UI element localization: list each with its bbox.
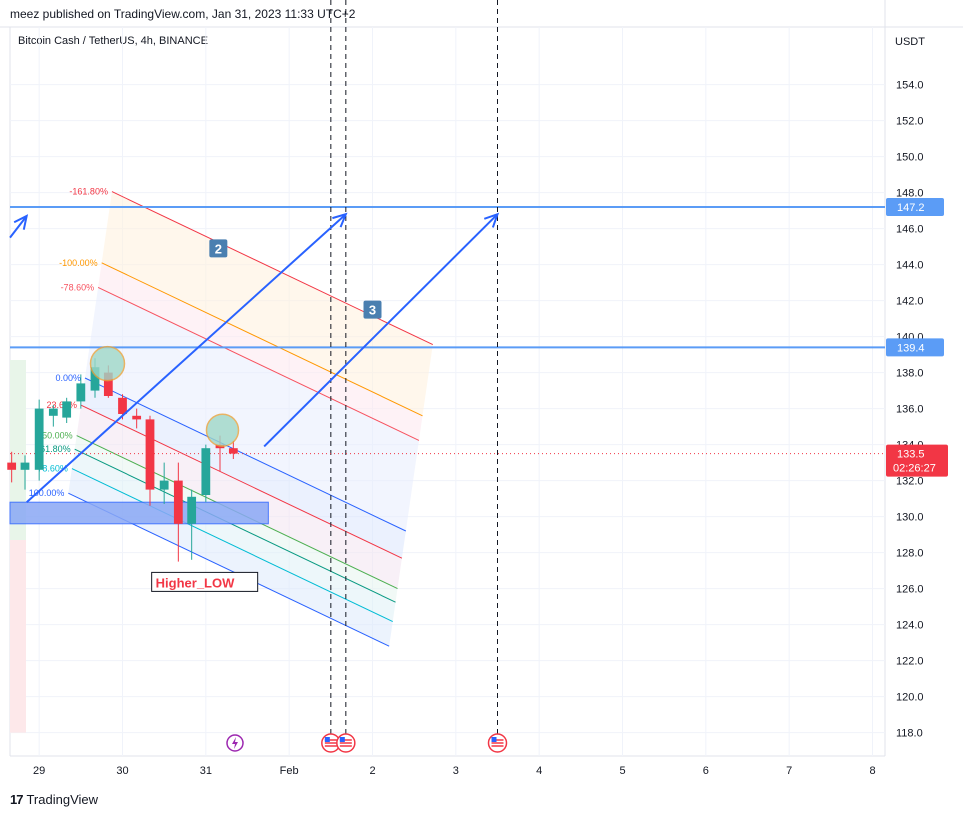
- fib-level-label: 50.00%: [42, 431, 73, 441]
- fib-level-label: -100.00%: [59, 258, 98, 268]
- y-tick-label: 118.0: [896, 728, 923, 740]
- candle-body: [34, 408, 44, 470]
- x-tick-label: 6: [703, 765, 709, 777]
- y-tick-label: 150.0: [896, 152, 924, 164]
- tradingview-mark-icon: 17: [10, 792, 24, 807]
- y-tick-label: 120.0: [896, 692, 924, 704]
- higher-low-label: Higher_LOW: [156, 575, 235, 590]
- candle-body: [132, 415, 142, 420]
- y-tick-label: 154.0: [896, 80, 924, 92]
- candle-countdown-label: 02:26:27: [893, 463, 936, 475]
- candle-body: [76, 383, 86, 402]
- fib-band-61-78: [71, 449, 396, 622]
- fib-band-ext-100: [98, 262, 423, 441]
- symbol-title: Bitcoin Cash / TetherUS, 4h, BINANCE: [18, 35, 208, 47]
- y-tick-label: 142.0: [896, 296, 924, 308]
- top-highlight-circle: [205, 413, 240, 447]
- candle-body: [90, 367, 100, 391]
- fib-level-line: [111, 191, 434, 346]
- wave-number-box: [363, 300, 382, 319]
- current-price-tag: [886, 444, 948, 477]
- wave-number-box: [209, 239, 228, 258]
- fib-level-line: [71, 468, 393, 622]
- candle-body: [48, 408, 58, 416]
- fib-level-label: 61.80%: [40, 444, 71, 454]
- projection-arrow-2-head: [332, 212, 348, 228]
- y-tick-label: 122.0: [896, 656, 924, 668]
- tradingview-logo[interactable]: 17 TradingView: [10, 792, 98, 807]
- us-flag-icon-canton: [324, 737, 330, 742]
- fib-band-23-50: [76, 405, 402, 589]
- y-tick-label: 152.0: [896, 116, 924, 128]
- candle-body: [201, 448, 211, 495]
- x-tick-label: 31: [200, 765, 212, 777]
- y-tick-label: 128.0: [896, 548, 924, 560]
- y-tick-label: 136.0: [896, 404, 924, 416]
- y-tick-label: 126.0: [896, 584, 924, 596]
- fib-level-label: 100.00%: [29, 488, 65, 498]
- current-price-label: 133.5: [897, 449, 925, 461]
- fib-level-line: [74, 448, 396, 603]
- us-flag-icon-canton: [491, 737, 497, 742]
- fib-level-line: [97, 287, 420, 441]
- projection-arrow-3: [263, 213, 499, 448]
- candle-body: [62, 401, 72, 418]
- x-tick-label: 7: [786, 765, 792, 777]
- currency-label: USDT: [895, 36, 925, 48]
- us-flag-icon-canton: [339, 737, 345, 742]
- candle-body: [187, 496, 197, 524]
- projection-arrow-3-head: [483, 212, 500, 228]
- y-tick-label: 130.0: [896, 512, 924, 524]
- x-tick-label: 3: [453, 765, 459, 777]
- horizontal-level-tag-label: 139.4: [897, 342, 925, 354]
- wave-number-label: 2: [215, 241, 222, 256]
- x-tick-label: 8: [869, 765, 875, 777]
- y-tick-label: 124.0: [896, 620, 924, 632]
- top-highlight-circle: [89, 345, 126, 382]
- horizontal-level-tag: [886, 338, 944, 357]
- y-tick-label: 144.0: [896, 260, 924, 272]
- candle-body: [7, 462, 17, 470]
- projection-arrow-1: [9, 215, 28, 239]
- publish-header: meez published on TradingView.com, Jan 3…: [10, 7, 356, 21]
- lightning-icon-bolt: [232, 737, 238, 749]
- wave-number-label: 3: [369, 303, 376, 318]
- fib-level-line: [84, 377, 407, 532]
- projection-arrow-1-head: [13, 214, 29, 230]
- candle-body: [145, 419, 155, 490]
- candle-body: [20, 462, 30, 470]
- x-tick-label: 4: [536, 765, 542, 777]
- y-tick-label: 132.0: [896, 476, 924, 488]
- fib-level-label: 78.60%: [37, 464, 68, 474]
- fib-level-label: -78.60%: [61, 282, 95, 292]
- higher-low-box: [151, 571, 259, 592]
- y-tick-label: 138.0: [896, 368, 924, 380]
- candle-body: [173, 480, 183, 524]
- horizontal-level-tag-label: 147.2: [897, 202, 925, 214]
- horizontal-level-tag: [886, 198, 944, 216]
- x-tick-label: 5: [619, 765, 625, 777]
- y-tick-label: 146.0: [896, 224, 924, 236]
- fib-level-label: 23.60%: [47, 400, 78, 410]
- tradingview-brand: TradingView: [26, 792, 99, 807]
- fib-level-label: 0.00%: [55, 373, 81, 383]
- x-tick-label: 2: [369, 765, 375, 777]
- fib-level-label: -161.80%: [69, 187, 108, 197]
- support-zone: [9, 501, 269, 525]
- x-tick-label: 29: [33, 765, 45, 777]
- projection-arrow-2: [25, 213, 347, 503]
- candle-body: [118, 397, 127, 414]
- x-tick-label: 30: [116, 765, 128, 777]
- fib-band-0-23: [81, 378, 406, 559]
- fib-level-line: [80, 404, 403, 559]
- x-tick-label: Feb: [280, 765, 299, 777]
- fib-level-line: [101, 262, 423, 417]
- candle-body: [228, 448, 238, 454]
- left-partial-zone-red: [10, 540, 26, 733]
- candle-body: [103, 372, 113, 396]
- candle-body: [159, 480, 169, 490]
- y-tick-label: 148.0: [896, 188, 924, 200]
